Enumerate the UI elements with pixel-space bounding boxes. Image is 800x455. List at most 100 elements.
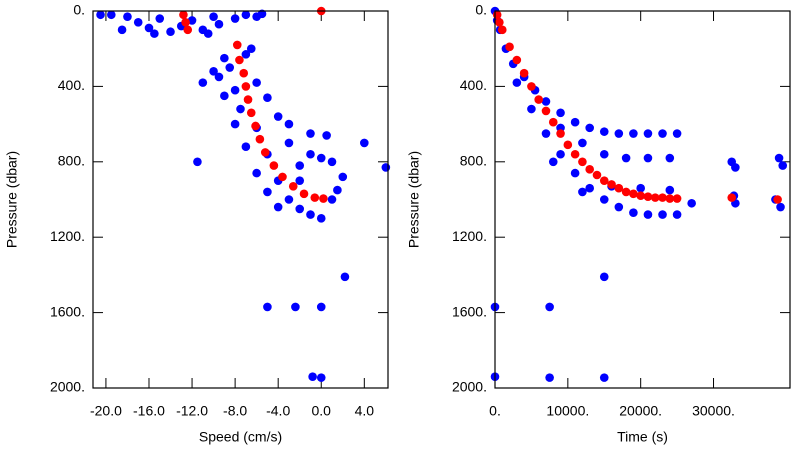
point [541,97,551,106]
point [592,170,602,180]
point [614,129,624,138]
point [643,192,653,201]
y-tick-label: 1200. [452,228,487,244]
point [187,16,197,25]
point [556,149,565,159]
point [107,10,116,20]
point [257,9,267,19]
y-tick-label: 1600. [50,303,85,319]
point [672,210,682,219]
point [665,153,675,163]
point [643,129,653,138]
point [295,176,305,185]
point [548,117,558,127]
point [133,18,143,27]
point [340,272,350,282]
point [246,44,256,53]
point [243,95,253,104]
point [241,82,251,91]
point [727,193,737,202]
point [299,189,309,199]
point [327,195,337,204]
point [306,210,315,219]
point [534,95,544,104]
y-tick-label: 1200. [50,228,85,244]
point [230,14,240,23]
point [155,14,165,23]
point [541,129,551,138]
point [578,138,587,148]
point [284,195,294,204]
y-tick-label: 800. [460,153,487,169]
point [225,63,235,72]
point [672,129,682,138]
point [519,68,529,78]
y-tick-label: 400. [460,77,487,93]
y-tick-label: 400. [58,77,85,93]
point [599,373,609,382]
y-tick-label: 2000. [50,379,85,395]
point [636,183,645,193]
point [614,202,624,212]
point [492,10,502,20]
point [570,117,580,127]
x-tick-label: 30000. [692,403,735,419]
x-tick-label: 4.0 [355,403,375,419]
point [541,106,551,116]
point [672,194,682,203]
point [599,195,609,204]
x-tick-label: -12.0 [176,403,208,419]
point [306,129,315,138]
point [284,119,294,129]
point [629,129,638,138]
point [773,195,782,204]
point [774,153,784,163]
point [643,153,653,163]
point [273,202,283,212]
point [607,180,616,189]
point [181,18,190,27]
point [308,372,317,381]
x-tick-label: 0. [489,403,501,419]
y-tick-label: 2000. [452,379,487,395]
point [316,373,326,382]
x-tick-label: 20000. [619,403,662,419]
y-tick-label: 1600. [452,303,487,319]
y-tick-label: 0. [475,2,487,18]
point [322,131,331,140]
point [495,18,504,27]
point [512,78,522,87]
point [241,50,251,59]
point [209,67,218,76]
point [578,157,587,167]
point [284,138,294,148]
point [273,112,283,121]
point [776,202,785,212]
point [288,182,298,191]
plot-frame [92,10,389,389]
point [203,29,213,38]
point [306,149,315,159]
point [599,127,609,136]
point [621,187,631,197]
point [144,23,154,33]
point [778,161,788,170]
point [381,163,391,172]
point [327,157,337,167]
point [291,302,300,312]
x-tick-label: -20.0 [90,403,122,419]
point [220,53,229,63]
point [263,187,272,197]
point [123,12,132,21]
point [252,78,261,87]
point [278,172,287,182]
point [295,204,305,214]
point [246,108,256,118]
point [241,142,251,152]
point [570,149,580,159]
point [512,55,522,65]
point [239,68,249,78]
point [166,27,175,37]
